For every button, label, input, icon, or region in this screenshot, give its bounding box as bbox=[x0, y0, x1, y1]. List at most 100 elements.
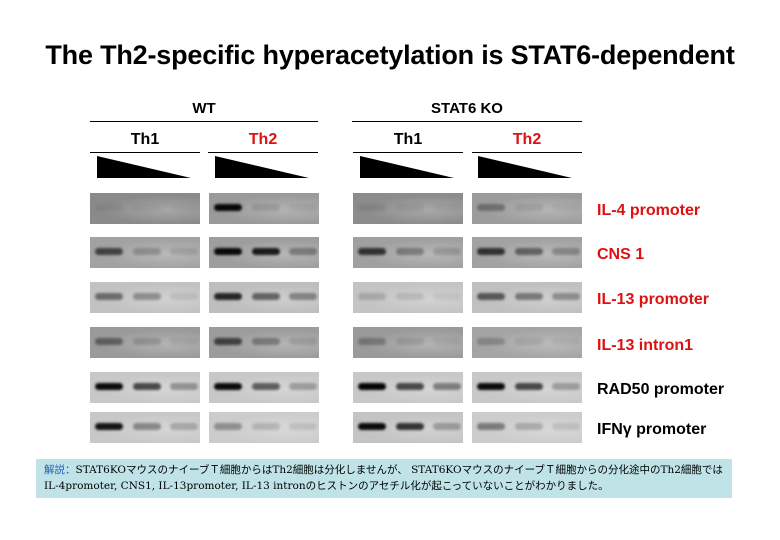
gel-band bbox=[289, 292, 317, 300]
caption-box: 解説：STAT6KOマウスのナイーブＴ細胞からはTh2細胞は分化しませんが、 S… bbox=[36, 459, 732, 498]
gel-band bbox=[358, 247, 386, 255]
gel-panel bbox=[209, 372, 319, 403]
gel-band bbox=[433, 337, 461, 345]
gel-panel bbox=[90, 193, 200, 224]
celltype-ko-th1: Th1 bbox=[393, 131, 423, 148]
gel-band bbox=[552, 203, 580, 211]
gel-band bbox=[477, 203, 505, 211]
gel-panel bbox=[209, 193, 319, 224]
gel-panel bbox=[353, 193, 463, 224]
group-divider-stat6ko bbox=[352, 121, 582, 122]
page-title: The Th2-specific hyperacetylation is STA… bbox=[45, 40, 735, 70]
row-label-il13-promoter: IL-13 promoter bbox=[597, 291, 710, 308]
gel-band bbox=[552, 247, 580, 255]
gel-panel bbox=[353, 412, 463, 443]
gel-band bbox=[133, 247, 161, 255]
gel-band bbox=[433, 247, 461, 255]
gel-panel bbox=[353, 327, 463, 358]
gel-band bbox=[515, 422, 543, 430]
gel-band bbox=[95, 203, 123, 211]
dilution-triangle-icon bbox=[215, 156, 309, 178]
gel-panel bbox=[90, 327, 200, 358]
gel-band bbox=[170, 337, 198, 345]
gel-panel bbox=[209, 282, 319, 313]
gel-band bbox=[252, 247, 280, 255]
row-label-il4-promoter: IL-4 promoter bbox=[597, 202, 701, 219]
gel-band bbox=[289, 422, 317, 430]
celltype-divider bbox=[353, 152, 463, 153]
gel-band bbox=[133, 337, 161, 345]
gel-band bbox=[289, 382, 317, 390]
gel-panel bbox=[90, 412, 200, 443]
gel-panel bbox=[472, 412, 582, 443]
celltype-divider bbox=[208, 152, 318, 153]
gel-band bbox=[133, 382, 161, 390]
gel-band bbox=[396, 382, 424, 390]
row-label-cns1: CNS 1 bbox=[597, 246, 645, 263]
gel-band bbox=[170, 247, 198, 255]
gel-band bbox=[170, 204, 198, 211]
gel-band bbox=[170, 292, 198, 300]
gel-band bbox=[95, 422, 123, 430]
gel-band bbox=[214, 292, 242, 300]
gel-band bbox=[358, 382, 386, 390]
gel-band bbox=[170, 382, 198, 390]
gel-band bbox=[396, 247, 424, 255]
gel-panel bbox=[472, 327, 582, 358]
gel-band bbox=[477, 422, 505, 430]
gel-band bbox=[477, 247, 505, 255]
gel-band bbox=[515, 292, 543, 300]
gel-band bbox=[433, 204, 461, 211]
celltype-divider bbox=[90, 152, 200, 153]
gel-band bbox=[170, 422, 198, 430]
caption-heading: 解説： bbox=[44, 464, 76, 476]
gel-band bbox=[214, 422, 242, 430]
celltype-wt-th2: Th2 bbox=[248, 131, 278, 148]
gel-band bbox=[552, 422, 580, 430]
gel-panel bbox=[90, 372, 200, 403]
gel-band bbox=[214, 337, 242, 345]
row-label-rad50-promoter: RAD50 promoter bbox=[597, 381, 725, 398]
gel-band bbox=[252, 382, 280, 390]
gel-band bbox=[252, 203, 280, 211]
gel-band bbox=[358, 292, 386, 300]
gel-panel bbox=[353, 237, 463, 268]
gel-band bbox=[214, 382, 242, 390]
dilution-triangle-icon bbox=[360, 156, 454, 178]
gel-band bbox=[515, 382, 543, 390]
gel-band bbox=[358, 203, 386, 211]
group-label-stat6ko: STAT6 KO bbox=[431, 100, 503, 117]
gel-band bbox=[477, 292, 505, 300]
gel-band bbox=[95, 382, 123, 390]
gel-band bbox=[133, 204, 161, 211]
gel-band bbox=[95, 337, 123, 345]
gel-band bbox=[396, 203, 424, 211]
gel-panel bbox=[472, 237, 582, 268]
gel-band bbox=[95, 292, 123, 300]
dilution-triangle-icon bbox=[97, 156, 191, 178]
gel-band bbox=[133, 292, 161, 300]
gel-panel bbox=[353, 282, 463, 313]
gel-band bbox=[133, 422, 161, 430]
group-divider-wt bbox=[90, 121, 318, 122]
gel-band bbox=[515, 203, 543, 211]
celltype-wt-th1: Th1 bbox=[130, 131, 160, 148]
row-label-ifng-promoter: IFNγ promoter bbox=[597, 421, 707, 438]
gel-band bbox=[515, 337, 543, 345]
row-label-il13-intron1: IL-13 intron1 bbox=[597, 337, 694, 354]
gel-band bbox=[252, 422, 280, 430]
celltype-divider bbox=[472, 152, 582, 153]
gel-panel bbox=[90, 282, 200, 313]
gel-band bbox=[289, 337, 317, 345]
gel-band bbox=[433, 292, 461, 300]
gel-panel bbox=[472, 193, 582, 224]
gel-panel bbox=[209, 412, 319, 443]
gel-band bbox=[358, 422, 386, 430]
gel-band bbox=[95, 247, 123, 255]
gel-band bbox=[289, 203, 317, 211]
gel-band bbox=[252, 292, 280, 300]
gel-band bbox=[477, 382, 505, 390]
dilution-triangle-icon bbox=[478, 156, 572, 178]
gel-band bbox=[358, 337, 386, 345]
gel-band bbox=[515, 247, 543, 255]
